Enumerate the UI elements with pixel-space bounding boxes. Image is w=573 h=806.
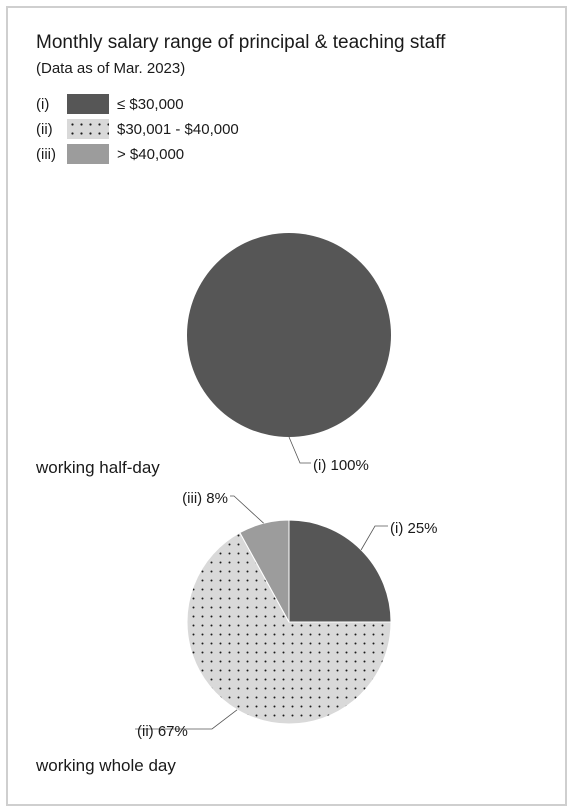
chart-title: Monthly salary range of principal & teac…	[36, 32, 446, 53]
chart-subtitle: (Data as of Mar. 2023)	[36, 60, 186, 77]
pie-slice-iii	[239, 519, 290, 623]
legend-item-ii: (ii) $30,001 - $40,000	[36, 119, 356, 144]
legend-label: ≤ $30,000	[117, 96, 184, 113]
pie-leader-line	[288, 436, 311, 464]
pie-data-label: (i) 25%	[390, 520, 438, 537]
legend-key: (ii)	[36, 121, 53, 138]
pie-caption-half-day: working half-day	[36, 458, 160, 477]
pie-leader-line	[135, 709, 238, 730]
legend-key: (i)	[36, 96, 50, 113]
legend-key: (iii)	[36, 146, 56, 163]
pie-leader-line	[360, 525, 388, 551]
pie-data-label: (ii) 67%	[137, 723, 188, 740]
legend-swatch-grey	[67, 144, 109, 164]
pie-caption-whole-day: working whole day	[36, 756, 176, 775]
pie-leader-line	[230, 495, 264, 524]
pie-slice-i	[288, 519, 392, 623]
legend-label: $30,001 - $40,000	[117, 121, 239, 138]
legend-swatch-dark	[67, 94, 109, 114]
legend: (i) ≤ $30,000 (ii) $30,001 - $40,000 (ii…	[36, 94, 356, 169]
legend-item-iii: (iii) > $40,000	[36, 144, 356, 169]
legend-swatch-dotted	[67, 119, 109, 139]
legend-label: > $40,000	[117, 146, 185, 163]
pie-data-label: (iii) 8%	[182, 490, 228, 507]
pie-slice-i	[187, 233, 391, 437]
legend-item-i: (i) ≤ $30,000	[36, 94, 356, 119]
pie-data-label: (i) 100%	[313, 457, 369, 474]
